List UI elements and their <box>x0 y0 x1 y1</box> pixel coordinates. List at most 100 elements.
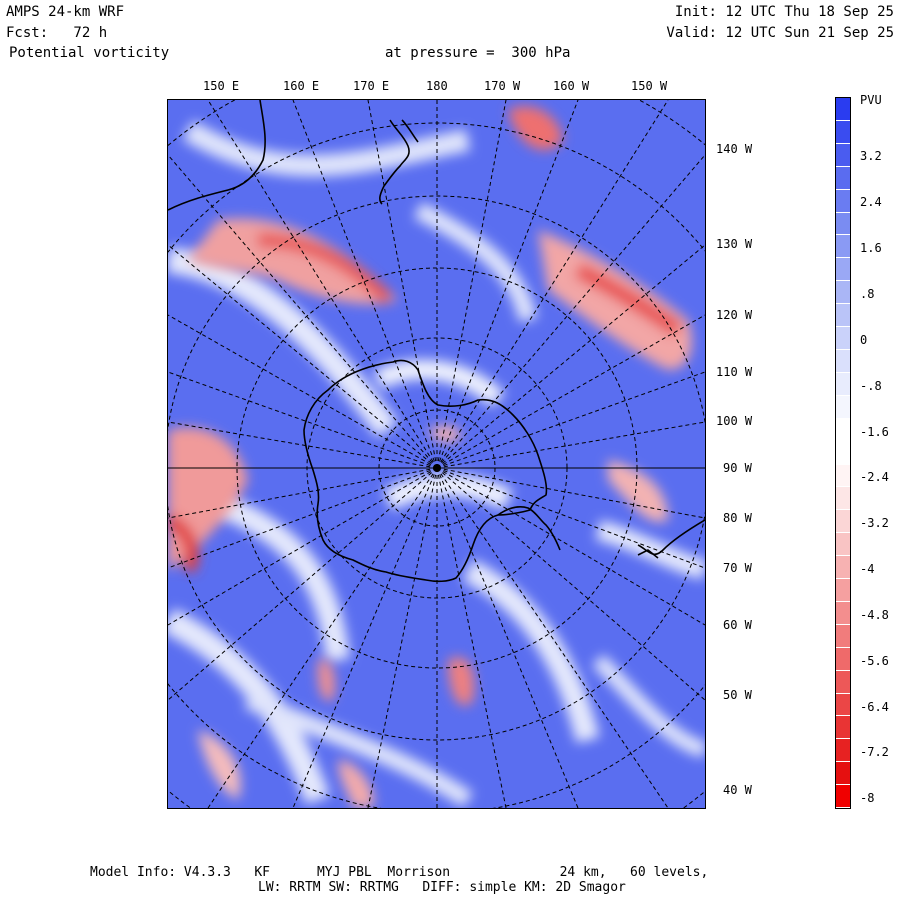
colorbar-segment <box>836 327 850 350</box>
lon-label: 130 W <box>716 237 753 251</box>
meridian <box>436 467 705 626</box>
colorbar-label: -8 <box>860 791 875 805</box>
meridian <box>168 467 438 569</box>
colorbar-segment <box>836 785 850 809</box>
colorbar-segment <box>836 235 850 259</box>
colorbar-label: -4.8 <box>860 608 889 622</box>
colorbar-label: -5.6 <box>860 654 889 668</box>
colorbar-label: 0 <box>860 333 868 347</box>
colorbar-segment <box>836 647 850 671</box>
colorbar-segment <box>836 189 850 213</box>
colorbar-label: -1.6 <box>860 425 889 439</box>
lon-label: 160 E <box>283 79 320 93</box>
init-time: Init: 12 UTC Thu 18 Sep 25 <box>674 4 894 20</box>
lon-label: 90 W <box>723 461 752 475</box>
lon-label: 170 W <box>484 79 521 93</box>
meridian <box>168 314 438 469</box>
forecast-hour: Fcst: 72 h <box>6 25 108 41</box>
pv-map-canvas <box>168 100 705 808</box>
colorbar-label: -.8 <box>860 379 882 393</box>
lon-label: 170 E <box>353 79 390 93</box>
lon-label: 150 E <box>203 79 240 93</box>
meridian <box>367 467 438 808</box>
lon-label: 140 W <box>716 142 753 156</box>
field-name: Potential vorticity <box>9 45 170 61</box>
colorbar-label: 3.2 <box>860 149 882 163</box>
colorbar-segment <box>836 693 850 717</box>
pv-colorbar <box>835 97 851 809</box>
colorbar-label: -6.4 <box>860 700 889 714</box>
colorbar-segment <box>836 98 850 121</box>
lon-label: 40 W <box>723 783 752 797</box>
colorbar-segment <box>836 304 850 328</box>
meridian <box>436 100 669 469</box>
meridian <box>436 467 579 808</box>
colorbar-segment <box>836 487 850 511</box>
model-physics: LW: RRTM SW: RRTMG DIFF: simple KM: 2D S… <box>258 880 626 895</box>
lat-circle <box>168 195 705 741</box>
pv-map <box>167 99 706 809</box>
meridian <box>168 467 438 626</box>
lon-label: 120 W <box>716 308 753 322</box>
model-title: AMPS 24-km WRF <box>6 4 125 20</box>
colorbar-label: 2.4 <box>860 195 882 209</box>
colorbar-segment <box>836 143 850 167</box>
colorbar-segment <box>836 120 850 144</box>
meridian <box>207 100 438 469</box>
colorbar-segment <box>836 395 850 419</box>
colorbar-segment <box>836 349 850 373</box>
meridian <box>168 154 438 469</box>
south-georgia-coastline <box>637 549 659 559</box>
colorbar-segment <box>836 212 850 236</box>
meridian <box>436 467 669 808</box>
meridian <box>168 467 438 701</box>
coastlines <box>168 100 705 583</box>
colorbar-segment <box>836 624 850 648</box>
meridian <box>168 467 438 519</box>
graticule <box>168 100 705 808</box>
meridian <box>436 467 705 701</box>
pressure-level: at pressure = 300 hPa <box>385 45 571 61</box>
antarctica-coastline <box>303 359 548 583</box>
valid-time: Valid: 12 UTC Sun 21 Sep 25 <box>666 25 894 41</box>
colorbar-segment <box>836 464 850 488</box>
lon-label: 50 W <box>723 688 752 702</box>
lon-label: 150 W <box>631 79 668 93</box>
lon-label: 80 W <box>723 511 752 525</box>
meridian <box>168 244 438 469</box>
colorbar-segment <box>836 670 850 694</box>
meridian <box>436 371 705 469</box>
colorbar-label: -3.2 <box>860 516 889 530</box>
colorbar-segment <box>836 556 850 580</box>
colorbar-segment <box>836 601 850 625</box>
new-zealand-north <box>401 119 419 143</box>
meridian <box>292 100 438 469</box>
meridian <box>436 314 705 469</box>
colorbar-unit: PVU <box>860 93 882 107</box>
lon-label: 160 W <box>553 79 590 93</box>
pv-red-anomalies <box>168 106 692 808</box>
meridian <box>436 421 705 469</box>
colorbar-label: -2.4 <box>860 470 889 484</box>
lon-label: 100 W <box>716 414 753 428</box>
lon-label: 60 W <box>723 618 752 632</box>
colorbar-segment <box>836 418 850 442</box>
colorbar-label: 1.6 <box>860 241 882 255</box>
south-america-coastline <box>637 519 705 555</box>
meridian <box>168 421 438 469</box>
pv-light-streaks <box>168 120 705 808</box>
colorbar-segment <box>836 441 850 465</box>
colorbar-label: -4 <box>860 562 875 576</box>
australia-coastline <box>168 100 266 211</box>
meridian <box>168 371 438 469</box>
peninsula-coastline <box>497 506 561 551</box>
colorbar-label: -7.2 <box>860 745 889 759</box>
colorbar-segment <box>836 372 850 396</box>
lon-label: 180 <box>426 79 448 93</box>
model-info: Model Info: V4.3.3 KF MYJ PBL Morrison 2… <box>90 865 709 880</box>
meridian <box>436 467 507 808</box>
colorbar-segment <box>836 166 850 190</box>
colorbar-segment <box>836 281 850 305</box>
colorbar-label: .8 <box>860 287 875 301</box>
colorbar-segment <box>836 762 850 786</box>
